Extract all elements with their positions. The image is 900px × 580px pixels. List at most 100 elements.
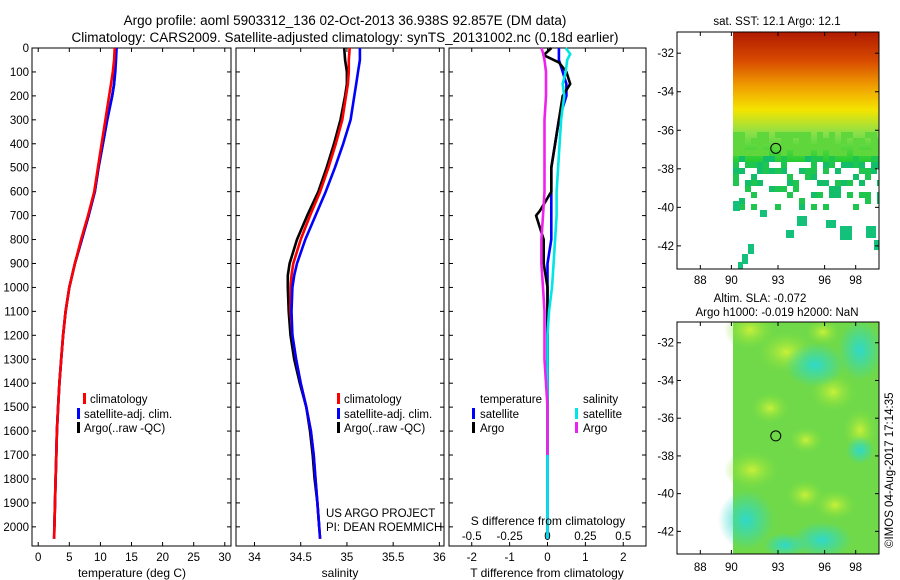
sst-cell <box>799 144 805 150</box>
lat-tick-label: -42 <box>657 526 674 538</box>
x-tick-label: 30 <box>218 552 231 564</box>
legend-label-sal-argo: Argo <box>583 423 607 435</box>
sst-cell <box>751 162 757 168</box>
x-tick-label: 36 <box>433 552 446 564</box>
temperature-series <box>52 47 118 539</box>
lon-tick-label: 90 <box>725 562 738 574</box>
sst-map: sat. SST: 12.1 Argo: 12.1 88 90 93 96 98 -32 -… <box>657 16 880 287</box>
sst-cell <box>793 180 799 186</box>
difference-legend: temperature satellite Argo salinity sate… <box>472 394 622 435</box>
sst-cell <box>871 132 877 138</box>
sst-cell <box>841 138 847 144</box>
series-line-argo-raw-qc- <box>286 47 349 527</box>
sla-blob-low <box>763 533 807 554</box>
figure-title-line2: Climatology: CARS2009. Satellite-adjuste… <box>71 30 618 45</box>
sst-cell <box>781 186 787 192</box>
x-tick-label: 2 <box>620 552 626 564</box>
s-difference-tick-label: -0.5 <box>462 531 482 543</box>
sst-cell <box>739 198 745 204</box>
sst-cell <box>745 150 751 156</box>
depth-tick-label: 800 <box>10 235 29 247</box>
t-difference-label: T difference from climatology <box>470 566 624 580</box>
sst-cell <box>781 156 787 162</box>
sst-cell <box>799 132 805 138</box>
sst-cell <box>739 150 745 156</box>
sst-cell <box>847 162 853 168</box>
legend-label-temp-argo: Argo <box>480 423 504 435</box>
sst-cell <box>817 192 823 198</box>
figure-title-line1: Argo profile: aoml 5903312_136 02-Oct-20… <box>124 13 567 28</box>
temperature-plot-frame <box>31 47 232 547</box>
depth-tick-label: 1800 <box>3 474 29 486</box>
s-difference-label: S difference from climatology <box>471 514 626 528</box>
lat-tick-label: -36 <box>657 125 674 137</box>
sla-map-title-line2: Argo h1000: -0.019 h2000: NaN <box>695 307 858 319</box>
x-tick-label: 15 <box>125 552 138 564</box>
sst-cell <box>805 174 811 180</box>
sst-cell <box>811 192 817 198</box>
sst-cell <box>733 132 739 138</box>
sla-blobs <box>718 322 879 554</box>
legend-swatch-climatology <box>337 393 340 404</box>
depth-tick-label: 1700 <box>3 450 29 462</box>
sst-cell <box>799 198 805 204</box>
x-tick-label: 1 <box>582 552 588 564</box>
x-tick-label: 0 <box>35 552 41 564</box>
sla-map-axes: 88 90 93 96 98 -32 -34 -36 -38 -40 -42 <box>657 322 879 574</box>
sst-cell <box>805 144 811 150</box>
sst-cell <box>865 150 871 156</box>
credit-line1: US ARGO PROJECT <box>326 508 435 520</box>
sst-cell <box>739 138 745 144</box>
temperature-panel: 0100200300400500600700800900100011001200… <box>3 43 232 580</box>
depth-tick-label: 1400 <box>3 378 29 390</box>
sst-cell <box>829 138 835 144</box>
sst-cell <box>763 156 769 162</box>
sst-cell <box>787 132 793 138</box>
series-line-satellite-adj-clim- <box>52 47 118 539</box>
sst-cell <box>799 168 805 174</box>
sst-cell <box>853 162 859 168</box>
salinity-depth-ticks <box>236 47 444 528</box>
legend-label-argo: Argo(..raw -QC) <box>344 423 425 435</box>
depth-tick-label: 1900 <box>3 498 29 510</box>
depth-tick-label: 2000 <box>3 522 29 534</box>
sst-cell <box>805 156 811 162</box>
sst-cell <box>835 186 841 192</box>
temperature-depth-axis: 0 100 200 300 400 500 600 700 800 900 1000 1100 1200… <box>3 43 231 534</box>
salinity-series <box>286 47 362 539</box>
sst-cell <box>733 144 739 150</box>
sst-cell <box>847 192 853 198</box>
sst-cell <box>865 192 871 198</box>
sst-cell <box>859 168 865 174</box>
sst-cell <box>799 138 805 144</box>
sst-cell <box>865 168 871 174</box>
sst-cell <box>859 180 865 186</box>
sst-cell <box>811 174 817 180</box>
sst-cell <box>781 144 787 150</box>
lon-tick-label: 96 <box>818 275 831 287</box>
salinity-x-axis: 34 34.5 35 35.5 36 <box>248 48 446 564</box>
sst-cell <box>859 138 865 144</box>
sst-cell <box>793 144 799 150</box>
sst-cell <box>829 132 835 138</box>
sst-cell <box>859 192 865 198</box>
sst-cell <box>799 150 805 156</box>
x-tick-label: 10 <box>94 552 107 564</box>
sla-blob-low <box>792 522 852 554</box>
sst-cell <box>865 132 871 138</box>
sst-cell <box>835 168 841 174</box>
s-difference-tick-label: -0.25 <box>497 531 523 543</box>
legend-label-satellite-adj: satellite-adj. clim. <box>344 409 432 421</box>
sst-cell <box>769 186 775 192</box>
depth-tick-label: 300 <box>10 115 29 127</box>
sst-cell <box>841 162 847 168</box>
sst-cell <box>751 150 757 156</box>
sst-cell <box>760 210 767 217</box>
sst-cell <box>739 144 745 150</box>
sst-cell <box>793 150 799 156</box>
sla-blob-low <box>846 436 874 464</box>
sst-cell <box>859 150 865 156</box>
sst-cell <box>733 201 740 211</box>
legend-swatch-temp-argo <box>472 422 475 433</box>
sst-cell <box>871 138 877 144</box>
